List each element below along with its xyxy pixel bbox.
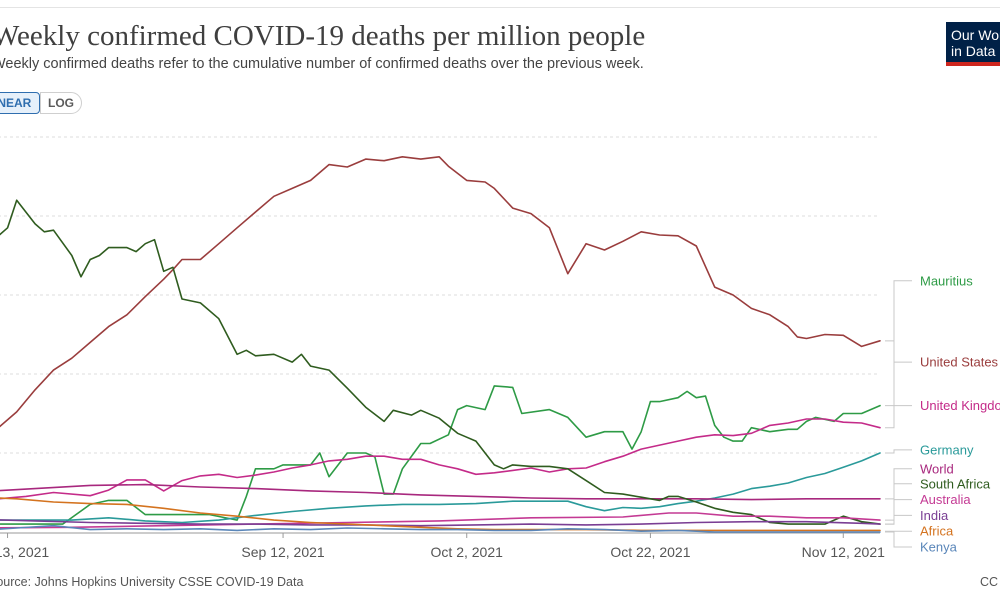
legend-connector	[885, 405, 912, 429]
series-line-south-africa	[0, 199, 881, 525]
legend-label-kenya: Kenya	[920, 540, 958, 555]
series-line-world	[0, 483, 881, 501]
legend-connector	[885, 483, 912, 525]
legend-connector	[885, 514, 912, 525]
series-line-germany	[0, 452, 881, 524]
logo-line-2: in Data	[951, 43, 996, 59]
chart-subtitle: Weekly confirmed deaths refer to the cum…	[0, 56, 644, 72]
legend-label-africa: Africa	[920, 524, 954, 539]
owid-logo[interactable]: Our World in Data	[946, 22, 1000, 66]
license-note[interactable]: CC BY	[980, 575, 1000, 589]
legend-label-world: World	[920, 461, 954, 476]
series-line-united-states	[0, 156, 881, 428]
linear-scale-button[interactable]: LINEAR	[0, 92, 40, 114]
legend-label-germany: Germany	[920, 442, 974, 457]
series-line-united-kingdom	[0, 418, 881, 500]
legend-label-south-africa: South Africa	[920, 476, 991, 491]
x-tick-label: Nov 12, 2021	[802, 544, 885, 560]
legend-label-mauritius: Mauritius	[920, 273, 973, 288]
series-line-australia	[0, 512, 881, 529]
chart-title: Weekly confirmed COVID-19 deaths per mil…	[0, 20, 646, 52]
series-line-mauritius	[0, 385, 881, 525]
legend-connector	[885, 280, 912, 407]
series-line-kenya	[0, 524, 881, 533]
x-tick-label: Oct 2, 2021	[431, 544, 504, 560]
legend-label-united-kingdom: United Kingdom	[920, 398, 1000, 413]
logo-line-1: Our World	[951, 27, 1000, 43]
top-border	[0, 7, 1000, 8]
log-scale-button[interactable]: LOG	[40, 92, 82, 114]
series-line-india	[0, 519, 881, 527]
legend-label-australia: Australia	[920, 492, 971, 507]
legend-connector	[885, 449, 912, 454]
source-note[interactable]: Source: Johns Hopkins University CSSE CO…	[0, 575, 304, 589]
legend-label-india: India	[920, 508, 949, 523]
x-tick-label: Oct 22, 2021	[610, 544, 690, 560]
legend-connector	[885, 340, 912, 363]
x-tick-label: Aug 13, 2021	[0, 544, 49, 560]
legend-connector	[885, 531, 912, 548]
legend-connector	[885, 499, 912, 521]
legend-label-united-states: United States	[920, 355, 999, 370]
x-tick-label: Sep 12, 2021	[241, 544, 325, 560]
